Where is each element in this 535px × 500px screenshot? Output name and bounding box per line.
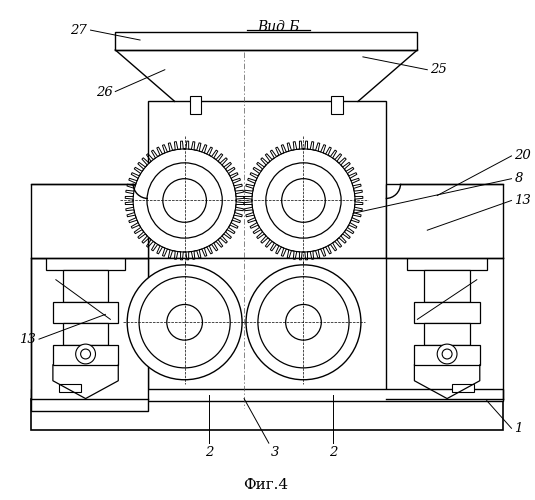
Circle shape (266, 163, 341, 238)
Bar (31, 388, 502, 400)
Bar (424, 270, 470, 302)
Bar (415, 302, 480, 324)
Circle shape (258, 276, 349, 368)
Circle shape (81, 349, 90, 359)
Circle shape (147, 163, 222, 238)
Circle shape (246, 265, 361, 380)
Circle shape (139, 276, 230, 368)
Circle shape (75, 344, 95, 364)
Text: 20: 20 (515, 150, 531, 162)
Circle shape (282, 178, 325, 222)
Text: 25: 25 (430, 63, 447, 76)
Text: 8: 8 (515, 172, 523, 185)
Bar (31, 184, 148, 258)
Bar (31, 398, 502, 430)
Bar (31, 258, 148, 412)
Text: Вид Б: Вид Б (257, 20, 300, 34)
Text: 13: 13 (19, 332, 36, 345)
Bar (148, 102, 386, 258)
Circle shape (167, 304, 202, 340)
Bar (63, 324, 109, 345)
Bar (408, 240, 487, 270)
Bar (63, 270, 109, 302)
Bar (452, 384, 474, 392)
Circle shape (252, 149, 355, 252)
Bar (189, 96, 202, 114)
Circle shape (437, 344, 457, 364)
Circle shape (442, 349, 452, 359)
Bar (415, 345, 480, 365)
Bar (53, 345, 118, 365)
Bar (331, 96, 343, 114)
Bar (386, 184, 502, 258)
Bar (53, 302, 118, 324)
Circle shape (133, 149, 236, 252)
Text: 26: 26 (96, 86, 112, 99)
Text: 2: 2 (205, 446, 213, 459)
Bar (116, 32, 417, 50)
Bar (424, 324, 470, 345)
Text: 3: 3 (271, 446, 279, 459)
Bar (59, 384, 81, 392)
Text: 1: 1 (515, 422, 523, 435)
Bar (46, 240, 125, 270)
Text: 2: 2 (329, 446, 338, 459)
Text: 27: 27 (70, 24, 87, 36)
Text: 13: 13 (515, 194, 531, 207)
Circle shape (286, 304, 322, 340)
Circle shape (163, 178, 207, 222)
Text: Фиг.4: Фиг.4 (243, 478, 288, 492)
Bar (148, 258, 386, 398)
Circle shape (127, 265, 242, 380)
